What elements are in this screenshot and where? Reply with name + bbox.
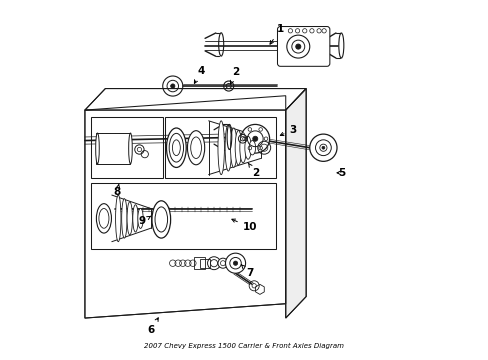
- Text: 10: 10: [231, 219, 257, 232]
- Circle shape: [225, 253, 245, 273]
- Bar: [91, 183, 275, 249]
- Circle shape: [233, 261, 237, 265]
- Ellipse shape: [218, 121, 224, 175]
- Text: 8: 8: [113, 184, 121, 197]
- Polygon shape: [85, 96, 285, 318]
- Ellipse shape: [249, 140, 255, 155]
- Circle shape: [309, 134, 336, 161]
- Text: 2: 2: [230, 67, 239, 84]
- Bar: [96, 133, 130, 163]
- Circle shape: [241, 125, 269, 153]
- Circle shape: [218, 258, 227, 268]
- Text: 4: 4: [194, 66, 205, 84]
- Bar: [164, 117, 276, 178]
- Circle shape: [207, 257, 220, 270]
- Text: 7: 7: [241, 265, 253, 278]
- Ellipse shape: [122, 199, 127, 238]
- Bar: [200, 258, 209, 268]
- Ellipse shape: [230, 128, 237, 167]
- Text: 5: 5: [336, 168, 344, 178]
- Ellipse shape: [133, 205, 138, 232]
- Bar: [194, 257, 205, 269]
- Ellipse shape: [152, 201, 170, 238]
- Ellipse shape: [224, 125, 231, 171]
- Text: 2: 2: [247, 163, 258, 178]
- Text: 1: 1: [269, 24, 284, 44]
- Polygon shape: [285, 89, 305, 318]
- Ellipse shape: [96, 133, 99, 164]
- Ellipse shape: [127, 202, 132, 235]
- Ellipse shape: [244, 136, 251, 159]
- Ellipse shape: [235, 131, 241, 165]
- Ellipse shape: [239, 133, 246, 163]
- Circle shape: [295, 44, 300, 49]
- Bar: [91, 117, 163, 178]
- Circle shape: [321, 146, 324, 149]
- Ellipse shape: [166, 128, 186, 167]
- Text: 2007 Chevy Express 1500 Carrier & Front Axles Diagram: 2007 Chevy Express 1500 Carrier & Front …: [144, 343, 344, 349]
- Ellipse shape: [115, 195, 121, 242]
- Text: 3: 3: [280, 125, 296, 136]
- Polygon shape: [85, 89, 305, 110]
- Ellipse shape: [96, 204, 111, 233]
- Circle shape: [252, 136, 257, 141]
- Text: 9: 9: [139, 216, 151, 226]
- Circle shape: [170, 84, 175, 88]
- FancyBboxPatch shape: [277, 27, 329, 66]
- Ellipse shape: [128, 133, 132, 164]
- Ellipse shape: [187, 131, 204, 165]
- Ellipse shape: [138, 208, 143, 228]
- Text: 6: 6: [147, 318, 158, 335]
